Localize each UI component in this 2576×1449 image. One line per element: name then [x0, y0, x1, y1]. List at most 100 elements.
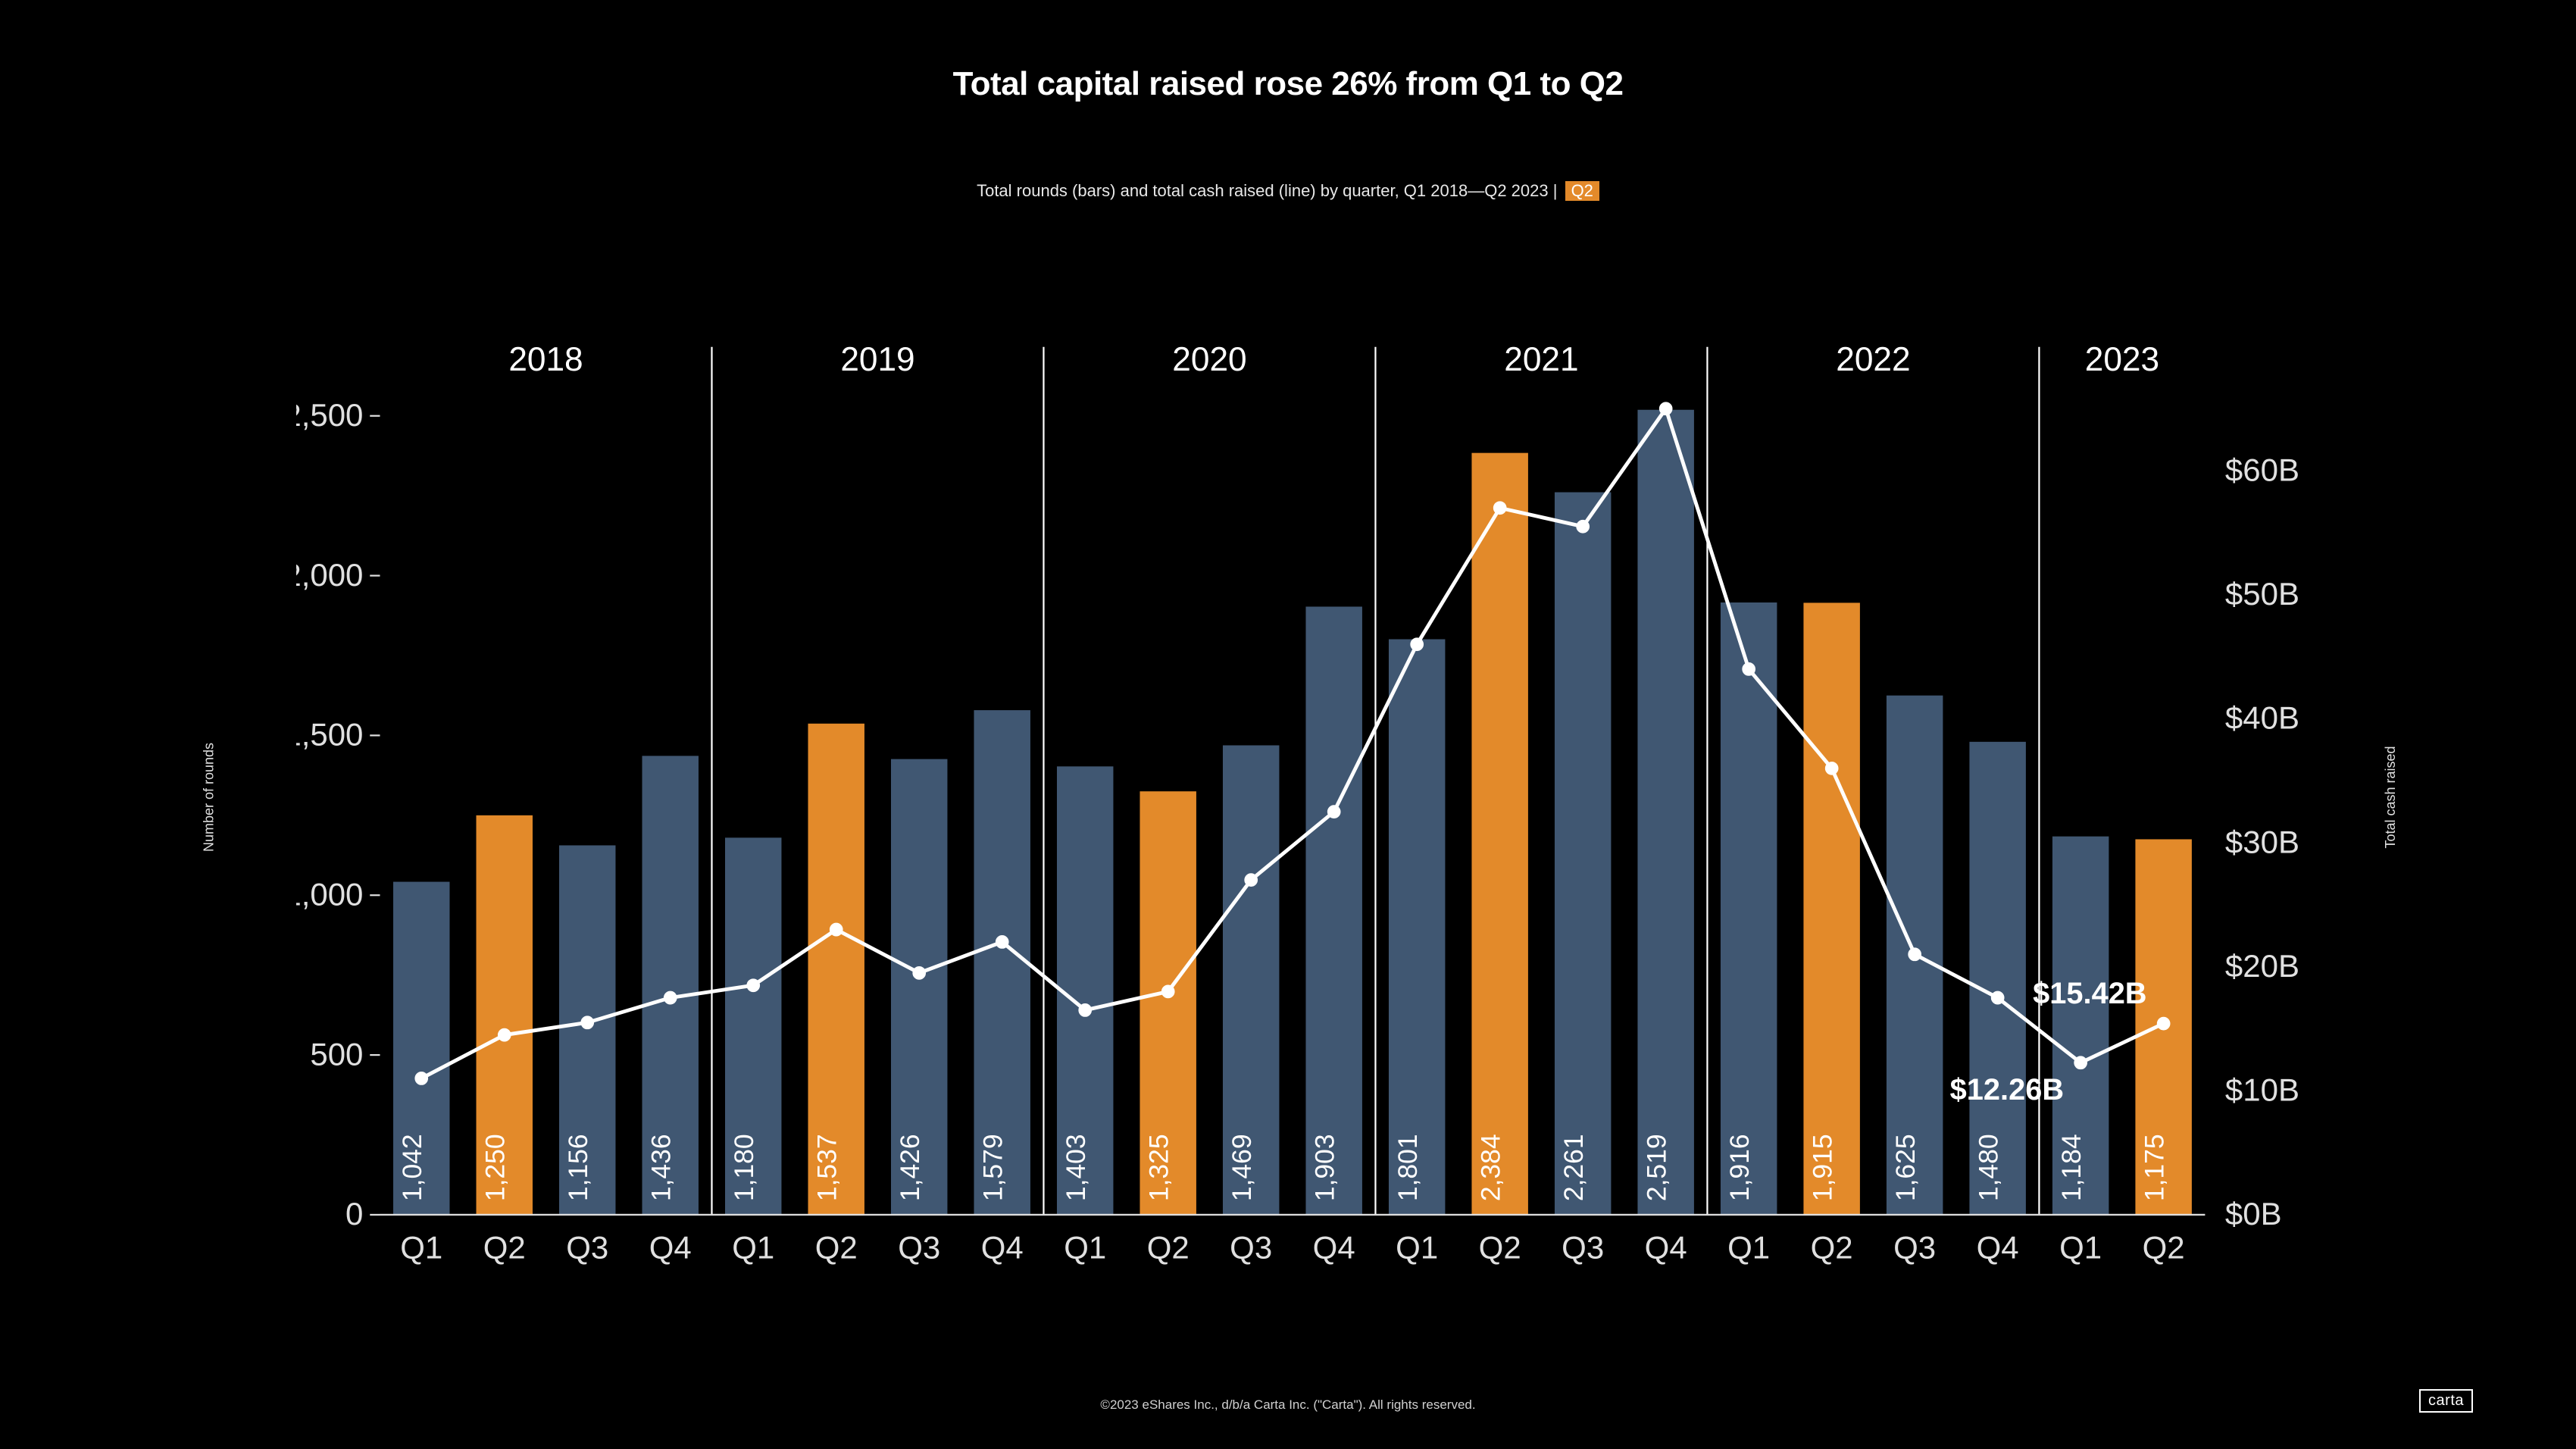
x-tick-label: Q2 [1811, 1229, 1853, 1265]
bar-value-label: 1,579 [978, 1134, 1008, 1201]
cash-marker [2158, 1018, 2169, 1030]
year-label: 2021 [1504, 340, 1578, 377]
x-tick-label: Q1 [400, 1229, 442, 1265]
bar-value-label: 1,916 [1724, 1134, 1755, 1201]
bar-value-label: 1,801 [1393, 1134, 1423, 1201]
y-right-tick-label: $20B [2225, 948, 2299, 984]
bar-value-label: 1,469 [1227, 1134, 1257, 1201]
y-right-tick-label: $10B [2225, 1072, 2299, 1107]
x-tick-label: Q4 [1977, 1229, 2019, 1265]
bar [1637, 409, 1693, 1214]
y-left-tick-label: 500 [310, 1036, 363, 1072]
cash-marker [1826, 762, 1837, 775]
bar-value-label: 1,403 [1061, 1134, 1091, 1201]
chart-plot-area: 0 500 1,000 1,500 2,000 2,500 $0B $10B $20B $30B $… [296, 333, 2306, 1275]
bar [1555, 492, 1611, 1214]
x-tick-label: Q4 [649, 1229, 692, 1265]
bar-value-label: 1,915 [1808, 1134, 1838, 1201]
x-tick-label: Q2 [2143, 1229, 2185, 1265]
cash-marker [830, 924, 842, 936]
x-tick-label: Q3 [1230, 1229, 1272, 1265]
bar-value-label: 1,180 [729, 1134, 759, 1201]
cash-marker [2074, 1056, 2086, 1069]
bar-value-label: 1,480 [1974, 1134, 2004, 1201]
cash-marker [1411, 638, 1422, 650]
y-right-tick-label: $0B [2225, 1196, 2282, 1231]
cash-marker [1909, 948, 1920, 960]
bar-value-label: 1,436 [646, 1134, 677, 1201]
y-axis-left-label: Number of rounds [202, 743, 217, 852]
chart-svg: 0 500 1,000 1,500 2,000 2,500 $0B $10B $20B $30B $… [296, 333, 2306, 1275]
y-right-tick-label: $40B [2225, 699, 2299, 735]
y-right-tick-label: $30B [2225, 824, 2299, 859]
x-tick-label: Q2 [1479, 1229, 1521, 1265]
x-tick-label: Q2 [815, 1229, 858, 1265]
bar-value-label: 2,519 [1642, 1134, 1672, 1201]
y-right-tick-label: $50B [2225, 576, 2299, 612]
x-tick-label: Q3 [1893, 1229, 1936, 1265]
line-annotation: $12.26B [1950, 1073, 2064, 1106]
x-tick-label: Q3 [566, 1229, 608, 1265]
x-tick-label: Q3 [1562, 1229, 1604, 1265]
chart-title: Total capital raised rose 26% from Q1 to… [0, 65, 2576, 103]
bar-value-label: 1,175 [2140, 1134, 2170, 1201]
y-left-tick-label: 1,000 [296, 876, 363, 912]
cash-marker [1162, 985, 1174, 997]
y-right-tick-label: $60B [2225, 452, 2299, 487]
cash-marker [996, 936, 1008, 948]
cash-marker [1743, 663, 1754, 675]
chart-container: Total capital raised rose 26% from Q1 to… [0, 0, 2576, 1449]
x-tick-label: Q1 [1396, 1229, 1438, 1265]
y-left-tick-label: 2,000 [296, 557, 363, 593]
bar-value-label: 1,325 [1144, 1134, 1174, 1201]
cash-marker [1577, 521, 1588, 533]
cash-marker [1328, 806, 1340, 818]
copyright-footer: ©2023 eShares Inc., d/b/a Carta Inc. ("C… [0, 1397, 2576, 1413]
x-tick-label: Q1 [1727, 1229, 1770, 1265]
subtitle-text: Total rounds (bars) and total cash raise… [977, 181, 1562, 200]
year-label: 2019 [840, 340, 914, 377]
x-tick-label: Q1 [1064, 1229, 1106, 1265]
x-tick-label: Q4 [1313, 1229, 1355, 1265]
bar-value-label: 1,156 [563, 1134, 593, 1201]
cash-marker [664, 992, 676, 1004]
x-tick-label: Q2 [483, 1229, 526, 1265]
cash-marker [582, 1016, 593, 1028]
x-tick-label: Q1 [2059, 1229, 2102, 1265]
cash-marker [416, 1072, 427, 1084]
bar-value-label: 1,537 [812, 1134, 843, 1201]
x-tick-label: Q4 [1645, 1229, 1687, 1265]
year-label: 2020 [1172, 340, 1246, 377]
bar-value-label: 1,426 [895, 1134, 925, 1201]
y-left-tick-label: 2,500 [296, 397, 363, 433]
bar-value-label: 1,625 [1890, 1134, 1921, 1201]
bar-value-label: 1,250 [480, 1134, 511, 1201]
y-axis-right-label: Total cash raised [2383, 746, 2399, 848]
year-label: 2022 [1836, 340, 1910, 377]
bar-value-label: 2,261 [1558, 1134, 1589, 1201]
chart-subtitle: Total rounds (bars) and total cash raise… [0, 181, 2576, 201]
year-label: 2023 [2085, 340, 2159, 377]
year-label: 2018 [508, 340, 583, 377]
cash-marker [747, 979, 758, 991]
y-left-tick-label: 0 [345, 1196, 363, 1231]
bar-value-label: 2,384 [1476, 1134, 1506, 1201]
cash-marker [913, 967, 924, 979]
bar-value-label: 1,042 [397, 1134, 427, 1201]
x-tick-label: Q2 [1147, 1229, 1190, 1265]
bar [1471, 452, 1527, 1214]
x-tick-label: Q4 [981, 1229, 1024, 1265]
bar [1389, 639, 1445, 1214]
cash-marker [1079, 1004, 1090, 1016]
cash-marker [1245, 874, 1256, 886]
bar-value-label: 1,184 [2056, 1134, 2087, 1201]
cash-marker [1660, 402, 1671, 415]
cash-marker [1992, 992, 2003, 1004]
bar-value-label: 1,903 [1310, 1134, 1340, 1201]
y-left-tick-label: 1,500 [296, 716, 363, 752]
bar [1803, 602, 1859, 1214]
cash-marker [499, 1029, 510, 1041]
cash-marker [1494, 502, 1505, 514]
bar [1305, 606, 1361, 1214]
x-tick-label: Q3 [898, 1229, 940, 1265]
